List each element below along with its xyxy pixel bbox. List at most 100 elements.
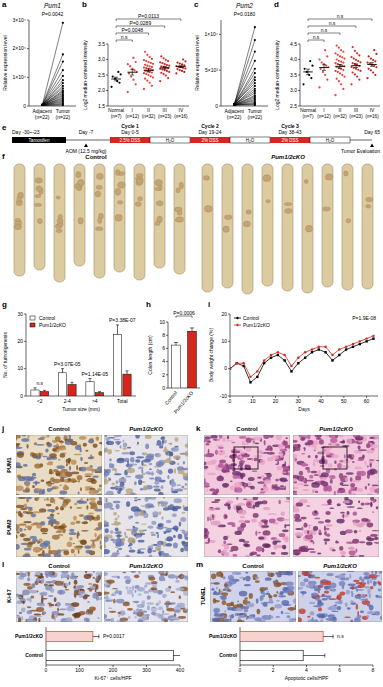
point — [372, 59, 374, 61]
point — [345, 346, 347, 348]
legend-label: Pum1/2cKO — [243, 322, 270, 328]
timeline-label: Day 65 — [364, 129, 380, 135]
error-stem — [176, 342, 177, 345]
point — [167, 77, 169, 79]
colon — [94, 164, 105, 278]
x-tick-note: (n=22) — [227, 114, 242, 120]
cell — [24, 534, 27, 536]
error-bar — [98, 392, 101, 393]
point — [41, 104, 43, 106]
cell — [31, 513, 36, 517]
point — [135, 61, 137, 63]
pair-line — [42, 92, 63, 105]
cell — [88, 457, 94, 460]
cell — [357, 471, 361, 476]
colon — [262, 164, 273, 286]
error-bar — [190, 328, 194, 331]
cell — [301, 453, 305, 454]
cell — [74, 503, 77, 506]
cell — [242, 443, 250, 445]
cell — [74, 454, 82, 456]
cell — [97, 500, 102, 505]
cell — [286, 497, 290, 500]
micrograph — [104, 435, 188, 495]
micrograph — [204, 435, 290, 495]
y-tick — [106, 44, 108, 45]
cell — [106, 441, 114, 445]
x-tick-label: 50 — [341, 398, 347, 404]
tumor — [78, 180, 84, 186]
point — [359, 340, 361, 342]
cell — [42, 456, 47, 457]
y-tick-label: 3×10⁴ — [13, 17, 26, 23]
panel-letter: j — [1, 424, 4, 433]
cell — [137, 444, 139, 446]
cell — [215, 449, 218, 455]
cell — [334, 460, 336, 464]
axis-title: Body weight change (%) — [208, 328, 214, 383]
pair-line — [234, 97, 255, 105]
y-tick — [166, 335, 168, 336]
point — [118, 82, 120, 84]
point — [41, 104, 43, 106]
point — [352, 346, 354, 348]
pair-line — [234, 102, 255, 105]
cell — [41, 480, 45, 482]
cell — [122, 538, 126, 542]
point — [342, 62, 344, 64]
point — [233, 103, 235, 105]
y-tick-label: Control — [25, 652, 43, 658]
cell — [71, 472, 79, 475]
bar — [68, 385, 76, 396]
arrow — [84, 144, 88, 147]
cell — [19, 524, 26, 526]
cell — [111, 555, 117, 557]
cell — [350, 483, 355, 487]
cell — [308, 455, 311, 458]
timeline-label: 2% DSS — [201, 138, 218, 143]
plot-area — [46, 631, 180, 660]
pair-line — [234, 61, 255, 104]
tumor — [284, 202, 292, 205]
cell — [149, 478, 154, 480]
tumor — [78, 180, 85, 186]
micrograph-frame — [16, 435, 102, 495]
cell — [25, 482, 29, 487]
point — [375, 66, 377, 68]
panel-letter: d — [274, 0, 279, 9]
x-tick-note: (n=7) — [303, 114, 314, 119]
cell — [50, 497, 54, 503]
cell — [309, 475, 313, 479]
y-tick-label: 3.0 — [290, 87, 297, 93]
point — [130, 75, 132, 77]
error-stem — [99, 392, 100, 393]
cell — [264, 440, 266, 445]
point — [62, 60, 64, 62]
x-tick-label: 100 — [75, 667, 84, 673]
pair-line — [234, 69, 255, 106]
x-tick-label: Pum1/2cKO — [172, 390, 194, 415]
point — [233, 103, 235, 105]
point — [41, 104, 43, 106]
point — [168, 71, 170, 73]
cell — [293, 440, 298, 443]
x-tick-label: 200 — [109, 667, 118, 673]
point — [311, 351, 313, 353]
cell — [69, 537, 72, 541]
cell — [255, 531, 257, 536]
cell — [69, 532, 77, 535]
cell — [154, 489, 160, 492]
cell — [24, 529, 27, 531]
pair-line — [234, 100, 255, 106]
bar — [31, 390, 39, 396]
cell — [164, 447, 167, 451]
point — [310, 77, 312, 79]
cell — [277, 460, 279, 464]
cell — [231, 524, 235, 527]
cell — [130, 457, 134, 463]
cell — [152, 511, 158, 516]
cell — [306, 480, 314, 482]
panel-letter: h — [146, 300, 151, 309]
x-tick-label: Normal — [300, 107, 316, 113]
cell — [278, 444, 284, 449]
